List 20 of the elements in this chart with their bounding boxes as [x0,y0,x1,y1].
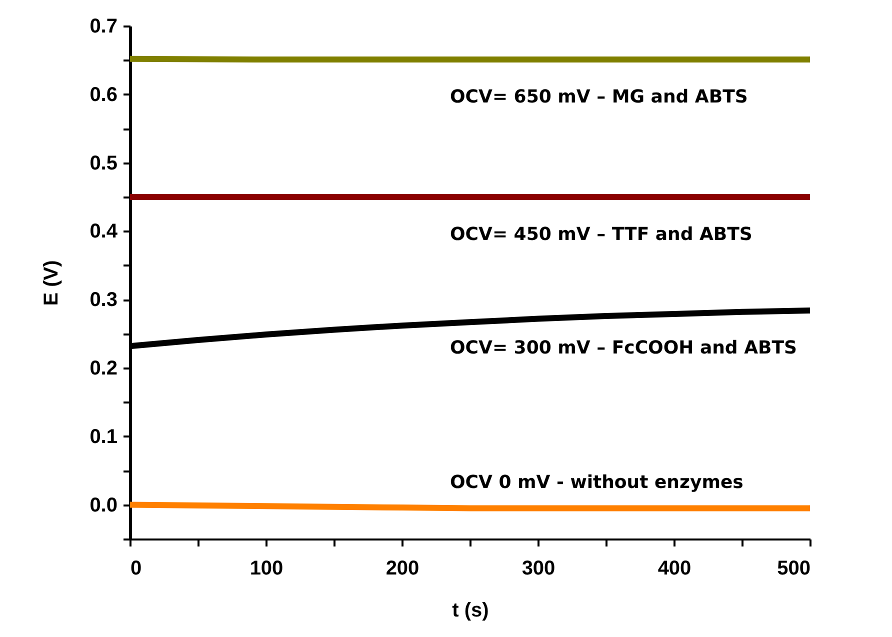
y-tick-label: 0.5 [90,152,118,174]
x-tick-label: 100 [250,558,284,580]
x-tick-label: 0 [130,558,142,580]
annotation: OCV= 450 mV – TTF and ABTS [450,224,752,245]
x-axis-title: t (s) [452,600,489,622]
annotation: OCV= 300 mV – FcCOOH and ABTS [450,338,797,359]
x-tick-label: 400 [658,558,692,580]
x-tick-label: 200 [386,558,420,580]
x-tick-label: 300 [522,558,556,580]
x-tick-label: 500 [777,558,810,580]
annotation: OCV= 650 mV – MG and ABTS [450,86,748,108]
y-axis-title: E (V) [40,260,63,306]
y-tick-label: 0.0 [90,494,118,516]
annotation: OCV 0 mV - without enzymes [450,472,744,494]
y-tick-label: 0.6 [90,84,118,106]
y-tick-label: 0.3 [90,289,118,312]
y-tick-label: 0.7 [90,16,118,38]
y-tick-label: 0.2 [90,358,118,380]
y-tick-label: 0.4 [90,220,118,243]
y-tick-label: 0.1 [90,426,118,448]
